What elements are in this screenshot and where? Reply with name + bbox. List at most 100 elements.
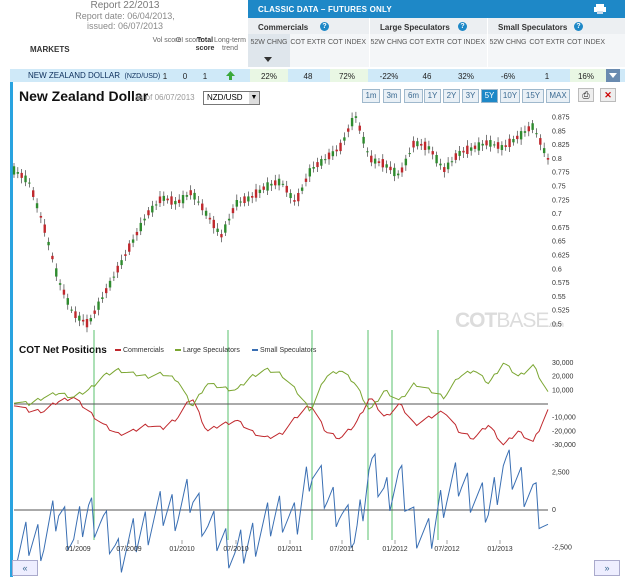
candle [12, 166, 16, 175]
candle [320, 159, 323, 166]
candle [101, 297, 104, 299]
small-tick-label: 0 [552, 507, 556, 514]
large-extr: 46 [422, 72, 432, 81]
candle [358, 125, 361, 131]
candle [450, 161, 454, 163]
vol-score-header[interactable]: Vol score [152, 37, 182, 44]
candle [224, 224, 227, 233]
candle [400, 167, 404, 173]
zoom-3y[interactable]: 3Y [462, 89, 479, 103]
zoom-6m[interactable]: 6m [404, 89, 423, 103]
candle [16, 172, 20, 174]
help-icon[interactable]: ? [458, 22, 467, 31]
candle [331, 151, 335, 157]
x-tick-label: 07/2012 [434, 546, 459, 553]
candle [435, 154, 438, 164]
candle [81, 319, 85, 322]
help-icon[interactable]: ? [320, 22, 329, 31]
zoom-1m[interactable]: 1m [362, 89, 380, 103]
candle [285, 185, 288, 193]
col-cot-index[interactable]: COT INDEX [447, 39, 485, 46]
candle [535, 133, 538, 135]
candle [316, 162, 319, 168]
price-tick-label: 0.7 [552, 211, 562, 218]
candle [32, 190, 35, 197]
col-52w-chng[interactable]: 52W CHNG [250, 39, 288, 46]
candle [343, 137, 346, 141]
close-icon[interactable]: ✕ [600, 88, 616, 102]
candle [235, 200, 239, 207]
candle [393, 167, 396, 177]
candle [204, 210, 208, 216]
print-icon[interactable] [594, 4, 606, 14]
x-tick-label: 07/2010 [223, 546, 248, 553]
candle [335, 149, 338, 152]
commercials-line [13, 396, 549, 446]
prev-button[interactable]: « [12, 560, 38, 576]
cot-tick-label: -20,000 [552, 428, 576, 435]
help-icon[interactable]: ? [574, 22, 583, 31]
total-score-header[interactable]: Total score [195, 37, 215, 52]
cotbase-watermark: COTBASE.com [455, 309, 564, 332]
zoom-3m[interactable]: 3m [383, 89, 401, 103]
pair-select[interactable]: NZD/USD ▼ [203, 91, 260, 105]
col-cot-index[interactable]: COT INDEX [567, 39, 605, 46]
legend-commercials: Commercials [115, 347, 164, 354]
price-tick-label: 0.875 [552, 115, 570, 122]
candle [174, 200, 177, 205]
group-large-label: Large Speculators [380, 23, 450, 32]
candle [500, 145, 504, 151]
candle [519, 131, 523, 140]
candle [304, 178, 308, 182]
zoom-5y[interactable]: 5Y [481, 89, 498, 103]
candle [97, 301, 100, 310]
col-52w-chng[interactable]: 52W CHNG [370, 39, 408, 46]
zoom-1y[interactable]: 1Y [424, 89, 441, 103]
candle [347, 128, 350, 132]
as-of-date: as of 06/07/2013 [135, 93, 195, 102]
candle [154, 204, 158, 206]
col-52w-chng[interactable]: 52W CHNG [489, 39, 527, 46]
candle [466, 145, 469, 154]
candle [531, 123, 534, 130]
zoom-2y[interactable]: 2Y [443, 89, 460, 103]
print-chart-button[interactable]: ⎙ [578, 88, 594, 102]
candle [469, 147, 473, 151]
candle [239, 201, 242, 203]
col-cot-extr[interactable]: COT EXTR [409, 39, 445, 46]
candle [504, 145, 507, 147]
zoom-15y[interactable]: 15Y [522, 89, 544, 103]
candle [20, 172, 23, 178]
candle [266, 182, 269, 191]
collapse-button[interactable] [606, 69, 620, 82]
zoom-max[interactable]: MAX [546, 89, 570, 103]
oi-score-header[interactable]: OI score [175, 37, 203, 44]
candle [508, 138, 511, 148]
candle [416, 141, 419, 147]
next-button[interactable]: » [594, 560, 620, 576]
trend-up-arrow-icon [226, 71, 235, 80]
candle [339, 142, 342, 152]
candle [262, 186, 265, 190]
candle [124, 254, 127, 256]
col-cot-index[interactable]: COT INDEX [328, 39, 366, 46]
price-tick-label: 0.675 [552, 225, 570, 232]
candle [350, 117, 354, 127]
candle [496, 142, 500, 149]
col-cot-extr[interactable]: COT EXTR [290, 39, 326, 46]
candle [458, 150, 461, 156]
candle [385, 164, 388, 168]
zoom-10y[interactable]: 10Y [500, 89, 520, 103]
legend-small-speculators: Small Speculators [252, 347, 316, 354]
candle [58, 283, 62, 285]
trend-header[interactable]: Long-term trend [214, 37, 246, 52]
candle [443, 167, 446, 173]
candle [373, 158, 377, 164]
cot-tick-label: 30,000 [552, 360, 574, 367]
col-cot-extr[interactable]: COT EXTR [529, 39, 565, 46]
candle [473, 145, 477, 149]
candle [408, 153, 411, 155]
market-row-nzd[interactable]: NEW ZEALAND DOLLAR (NZD/USD) [10, 69, 625, 82]
sub-bg [488, 34, 625, 67]
candle [462, 150, 465, 153]
